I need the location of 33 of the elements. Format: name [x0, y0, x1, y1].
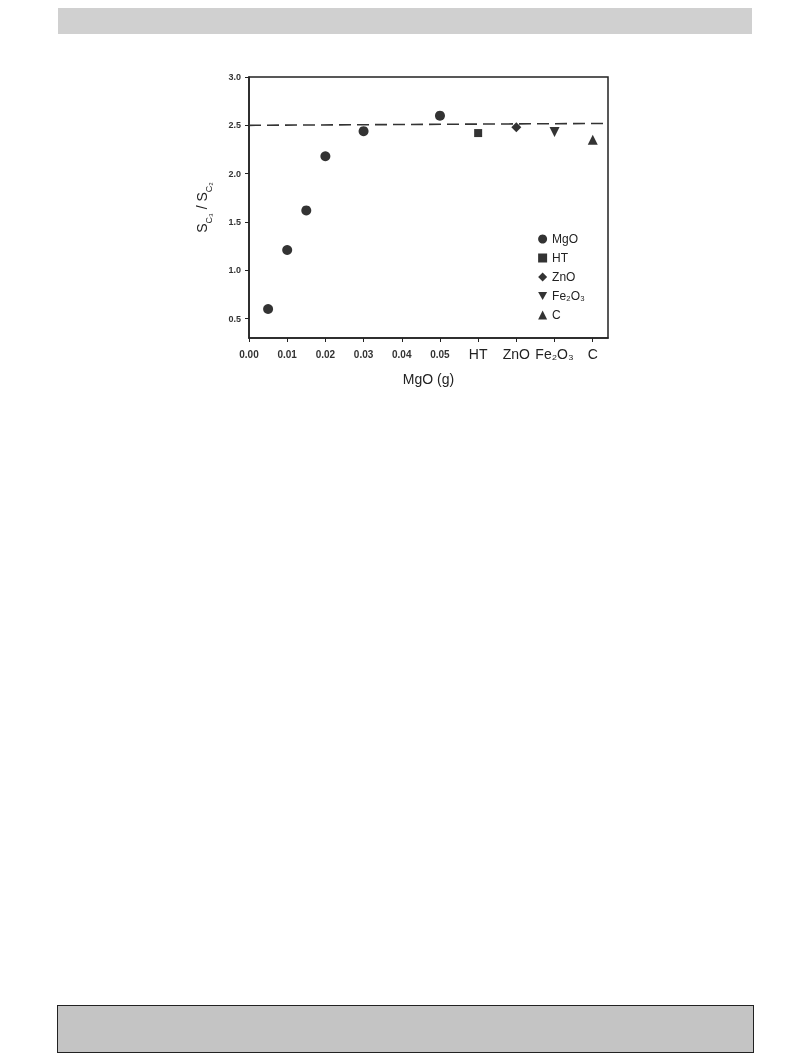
point: [320, 151, 331, 162]
x-tick-label: 0.01: [277, 348, 298, 360]
legend-label: HT: [552, 251, 569, 265]
legend-label: Fe₂O₃: [552, 289, 586, 303]
x-tick-label: HT: [468, 346, 488, 362]
point: [263, 304, 274, 314]
x-axis-title: MgO (g): [402, 371, 455, 387]
point: [282, 245, 293, 256]
point: [434, 110, 445, 121]
y-tick-label: 0.5: [228, 313, 241, 324]
y-tick-label: 3.0: [228, 72, 241, 82]
point: [587, 134, 598, 145]
y-axis-title: SC₃ / SC₂: [194, 181, 214, 233]
x-tick-label: 0.02: [315, 348, 336, 360]
y-tick-label: 1.5: [228, 217, 241, 227]
x-tick-label: 0.00: [239, 348, 260, 360]
legend-label: ZnO: [552, 270, 576, 284]
x-tick-label: ZnO: [502, 346, 531, 362]
legend-label: C: [552, 308, 562, 322]
point: [301, 205, 312, 216]
y-tick-label: 2.5: [228, 120, 241, 131]
x-tick-label: C: [587, 346, 598, 362]
point: [549, 127, 560, 138]
legend-label: MgO: [552, 232, 579, 246]
point: [358, 126, 369, 137]
x-tick-label: 0.05: [430, 348, 451, 360]
x-tick-label: 0.03: [353, 348, 374, 360]
x-tick-label: Fe₂O₃: [535, 346, 574, 362]
point: [511, 122, 522, 133]
point: [474, 129, 483, 138]
x-tick-label: 0.04: [392, 348, 412, 360]
y-tick-label: 2.0: [228, 168, 241, 179]
y-tick-label: 1.0: [228, 265, 241, 276]
